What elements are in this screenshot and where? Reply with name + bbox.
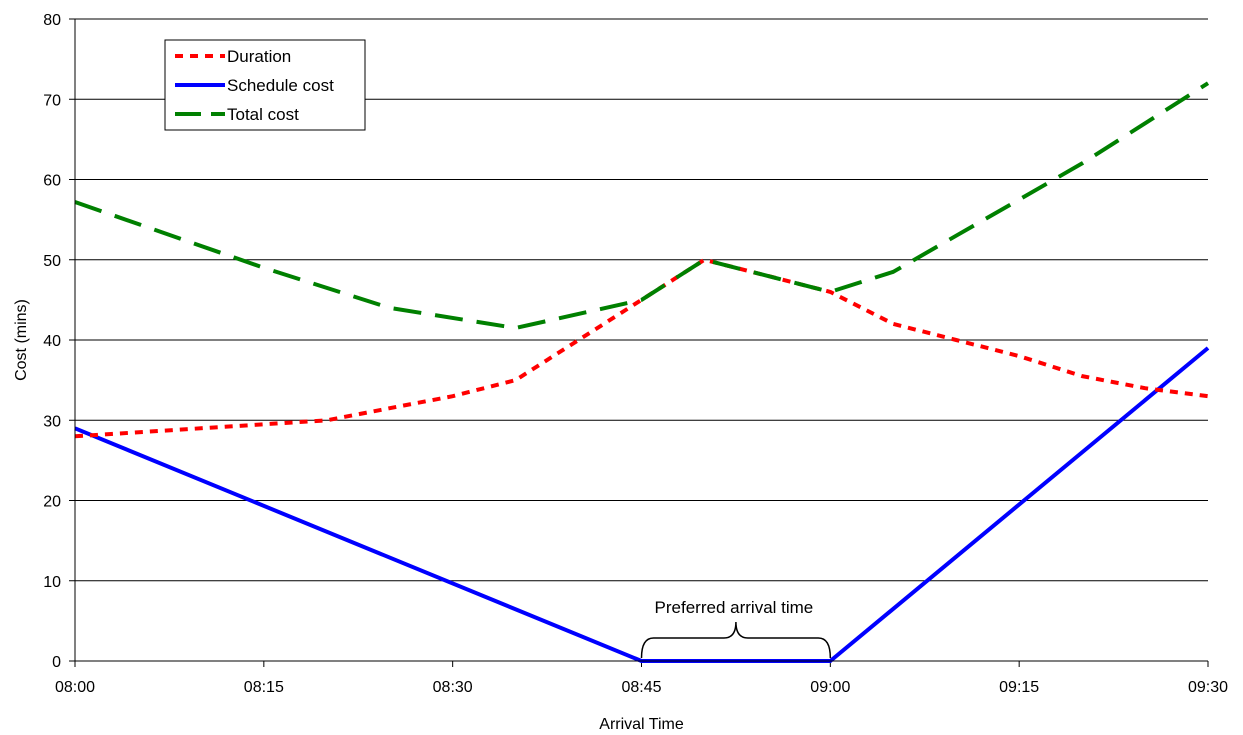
- x-tick-label: 08:45: [621, 679, 661, 696]
- x-tick-label: 08:15: [244, 679, 284, 696]
- series-line-total-cost: [74, 81, 1210, 330]
- legend-label: Total cost: [227, 105, 299, 124]
- legend-label: Duration: [227, 47, 291, 66]
- preferred-arrival-brace: [640, 621, 832, 659]
- x-tick-label: 09:00: [810, 679, 850, 696]
- tick-labels: 0 10 20 30 40 50 60 70 80 08:00 08:15 08:30 08:45 09:…: [43, 12, 1228, 696]
- y-tick-label: 40: [43, 333, 61, 350]
- annotation: Preferred arrival time: [640, 598, 832, 659]
- series-line-duration: [74, 257, 1209, 439]
- x-tick-label: 09:15: [999, 679, 1039, 696]
- y-tick-label: 10: [43, 574, 61, 591]
- y-axis-title: Cost (mins): [13, 299, 30, 381]
- x-axis-title: Arrival Time: [599, 716, 684, 733]
- legend: Duration Schedule cost Total cost: [164, 39, 366, 131]
- x-tick-label: 08:30: [433, 679, 473, 696]
- legend-label: Schedule cost: [227, 76, 334, 95]
- y-tick-label: 60: [43, 173, 61, 190]
- y-tick-label: 70: [43, 92, 61, 109]
- series-line-schedule-cost: [74, 346, 1210, 663]
- x-tick-label: 09:30: [1188, 679, 1228, 696]
- series-lines: [74, 81, 1210, 663]
- y-tick-label: 80: [43, 12, 61, 29]
- y-tick-label: 30: [43, 413, 61, 430]
- axes: [74, 19, 1208, 662]
- preferred-arrival-label: Preferred arrival time: [655, 598, 814, 617]
- x-tick-label: 08:00: [55, 679, 95, 696]
- y-tick-label: 50: [43, 253, 61, 270]
- y-tick-label: 0: [52, 654, 61, 671]
- y-tick-label: 20: [43, 494, 61, 511]
